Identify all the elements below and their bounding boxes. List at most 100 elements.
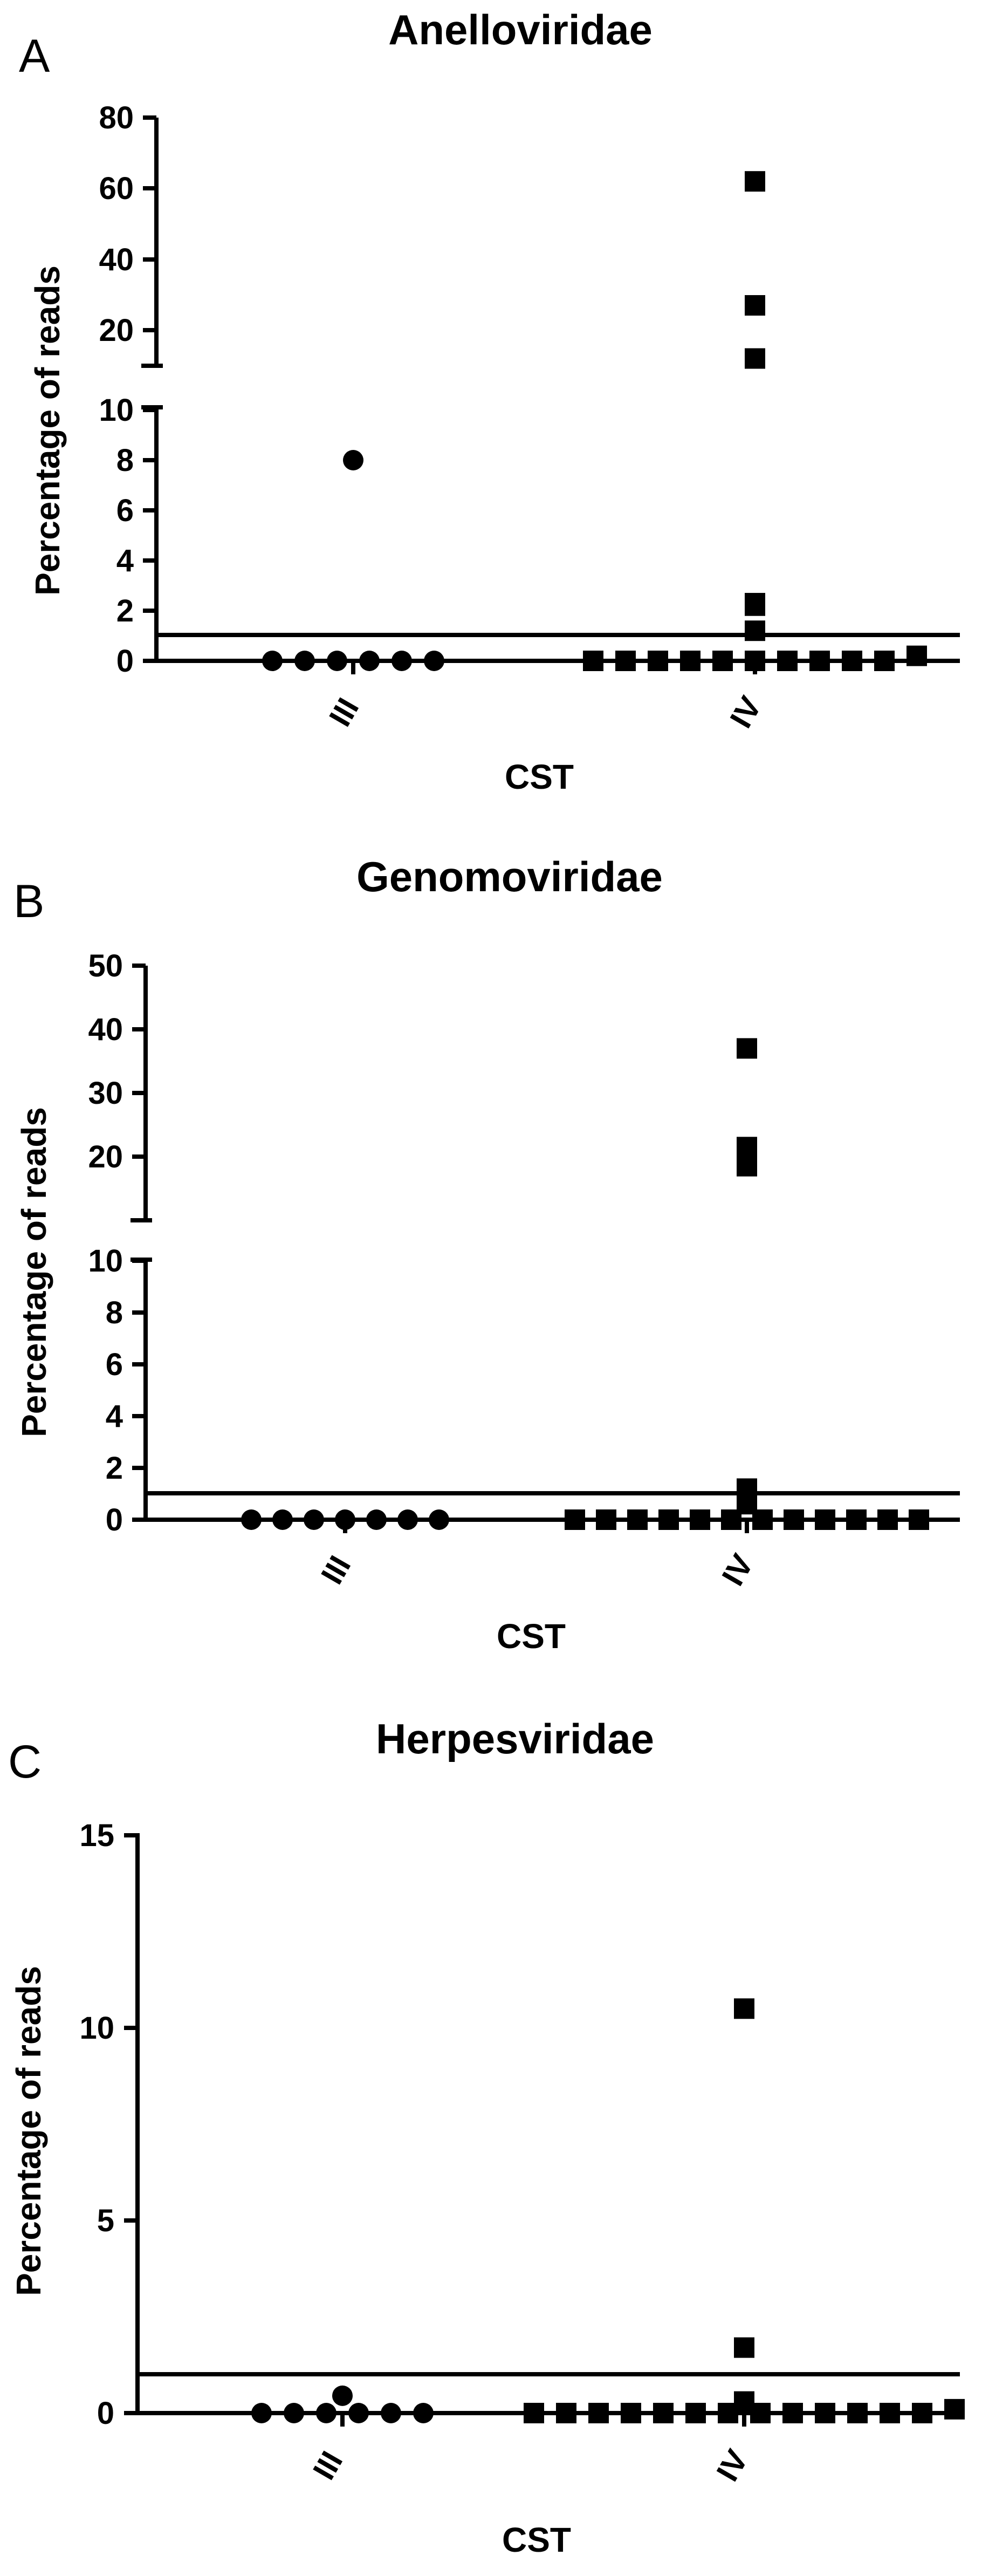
data-point-iii bbox=[429, 1509, 449, 1530]
data-point-iv bbox=[690, 1509, 710, 1530]
data-point-iv bbox=[874, 651, 895, 671]
data-point-iv bbox=[583, 651, 603, 671]
data-point-iii bbox=[284, 2403, 304, 2423]
data-point-iv bbox=[809, 651, 830, 671]
x-axis-label: CST bbox=[502, 2520, 571, 2559]
data-point-iv bbox=[745, 348, 765, 369]
y-tick-label: 15 bbox=[79, 1818, 114, 1853]
x-tick-label: IV bbox=[715, 1548, 760, 1591]
data-point-iii bbox=[304, 1509, 324, 1530]
panel-c: C Herpesviridae Percentage of reads CST … bbox=[8, 1715, 965, 2559]
y-tick-label: 60 bbox=[99, 171, 134, 206]
y-tick-label: 30 bbox=[88, 1076, 123, 1111]
x-axis-label: CST bbox=[497, 1617, 566, 1656]
data-points bbox=[262, 171, 927, 671]
data-point-iv bbox=[737, 1038, 757, 1059]
y-tick-label: 10 bbox=[79, 2011, 114, 2046]
data-point-iv bbox=[842, 651, 862, 671]
data-point-iv bbox=[745, 651, 765, 671]
data-point-iv bbox=[745, 593, 765, 614]
panel-b: B Genomoviridae Percentage of reads CST … bbox=[13, 853, 960, 1656]
data-point-iii bbox=[272, 1509, 293, 1530]
y-axis-label: Percentage of reads bbox=[9, 1966, 48, 2296]
y-axis-label: Percentage of reads bbox=[28, 265, 67, 596]
y-tick-label: 10 bbox=[99, 393, 134, 428]
data-point-iii bbox=[359, 651, 380, 671]
y-tick-label: 2 bbox=[116, 593, 134, 628]
data-point-iv bbox=[734, 2391, 754, 2412]
data-point-iv bbox=[627, 1509, 648, 1530]
y-tick-label: 4 bbox=[116, 543, 134, 578]
data-point-iv bbox=[745, 295, 765, 316]
y-tick-label: 40 bbox=[88, 1012, 123, 1047]
y-tick-label: 50 bbox=[88, 948, 123, 983]
y-tick-label: 0 bbox=[106, 1502, 123, 1538]
data-point-iv bbox=[745, 171, 765, 192]
panel-a: A Anelloviridae Percentage of reads CST … bbox=[19, 6, 960, 796]
data-point-iii bbox=[413, 2403, 434, 2423]
data-point-iii bbox=[294, 651, 315, 671]
data-point-iv bbox=[658, 1509, 679, 1530]
data-point-iv bbox=[784, 1509, 804, 1530]
data-point-iv bbox=[846, 1509, 867, 1530]
y-tick-label: 20 bbox=[99, 313, 134, 348]
data-point-iii bbox=[366, 1509, 387, 1530]
data-points bbox=[251, 1998, 965, 2423]
x-tick-label: III bbox=[314, 1550, 358, 1590]
data-point-iii bbox=[397, 1509, 418, 1530]
data-point-iii bbox=[381, 2403, 401, 2423]
data-point-iii bbox=[241, 1509, 262, 1530]
data-point-iv bbox=[847, 2403, 868, 2423]
y-tick-label: 0 bbox=[116, 644, 134, 679]
data-point-iii bbox=[316, 2403, 337, 2423]
chart-title: Genomoviridae bbox=[356, 853, 663, 900]
data-point-iii bbox=[262, 651, 283, 671]
data-point-iv bbox=[912, 2403, 932, 2423]
data-point-iv bbox=[944, 2399, 965, 2420]
data-point-iv bbox=[734, 1998, 754, 2019]
y-tick-label: 80 bbox=[99, 100, 134, 135]
y-tick-label: 20 bbox=[88, 1139, 123, 1174]
data-point-iii bbox=[424, 651, 444, 671]
data-point-iii bbox=[335, 1509, 355, 1530]
y-tick-label: 8 bbox=[106, 1295, 123, 1330]
data-point-iv bbox=[734, 2337, 754, 2358]
data-point-iv bbox=[737, 1137, 757, 1158]
chart-title: Herpesviridae bbox=[376, 1715, 654, 1762]
data-point-iii bbox=[327, 651, 347, 671]
y-tick-label: 8 bbox=[116, 443, 134, 478]
data-point-iv bbox=[596, 1509, 616, 1530]
data-point-iv bbox=[524, 2403, 544, 2423]
x-tick-label: IV bbox=[723, 691, 768, 734]
data-point-iii bbox=[343, 450, 363, 470]
data-point-iii bbox=[251, 2403, 272, 2423]
y-tick-label: 6 bbox=[116, 493, 134, 528]
data-point-iii bbox=[392, 651, 412, 671]
data-point-iv bbox=[685, 2403, 706, 2423]
y-tick-label: 0 bbox=[97, 2396, 114, 2431]
data-points bbox=[241, 1038, 929, 1530]
panel-letter-a: A bbox=[19, 30, 50, 82]
data-point-iv bbox=[815, 1509, 835, 1530]
x-tick-label: III bbox=[306, 2445, 349, 2485]
data-point-iv bbox=[815, 2403, 835, 2423]
data-point-iv bbox=[565, 1509, 585, 1530]
chart-title: Anelloviridae bbox=[388, 6, 653, 53]
y-tick-label: 10 bbox=[88, 1243, 123, 1279]
x-tick-label: IV bbox=[710, 2444, 755, 2487]
y-tick-label: 4 bbox=[106, 1399, 123, 1434]
x-axis-label: CST bbox=[505, 757, 574, 796]
data-point-iv bbox=[877, 1509, 898, 1530]
data-point-iv bbox=[556, 2403, 576, 2423]
data-point-iv bbox=[782, 2403, 803, 2423]
y-tick-label: 40 bbox=[99, 242, 134, 277]
data-point-iii bbox=[348, 2403, 369, 2423]
data-point-iv bbox=[737, 1478, 757, 1499]
panel-letter-b: B bbox=[13, 876, 44, 927]
data-point-iv bbox=[621, 2403, 641, 2423]
data-point-iv bbox=[880, 2403, 900, 2423]
y-axis-label: Percentage of reads bbox=[15, 1107, 53, 1437]
y-tick-label: 6 bbox=[106, 1347, 123, 1382]
data-point-iv bbox=[907, 645, 927, 666]
